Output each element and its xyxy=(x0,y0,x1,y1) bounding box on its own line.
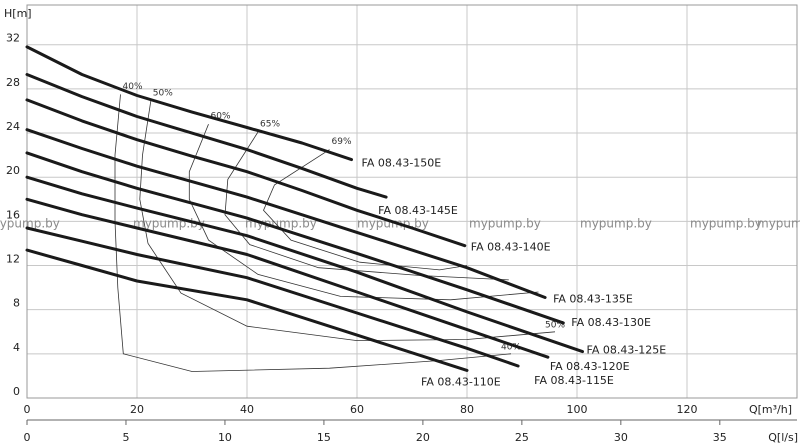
efficiency-label: 40% xyxy=(123,82,143,92)
watermark: mypump.by xyxy=(580,217,652,231)
x2-tick-label: 35 xyxy=(713,431,727,444)
x2-axis-label: Q[l/s] xyxy=(768,431,798,444)
x-tick-label: 60 xyxy=(350,403,364,416)
efficiency-curve xyxy=(139,100,556,342)
pump-curve xyxy=(25,128,547,299)
efficiency-label: 50% xyxy=(545,320,565,330)
curve-label: FA 08.43-130E xyxy=(571,316,651,329)
x-tick-label: 40 xyxy=(240,403,254,416)
pump-curve xyxy=(25,248,469,372)
x-axis-label: Q[m³/h] xyxy=(749,403,792,416)
efficiency-label: 60% xyxy=(211,112,231,122)
plot-frame xyxy=(26,4,798,399)
curve-label: FA 08.43-120E xyxy=(550,360,630,373)
y-tick-label: 4 xyxy=(13,341,20,354)
curve-label: FA 08.43-150E xyxy=(362,157,442,170)
pump-curve xyxy=(25,73,388,199)
y-tick-label: 8 xyxy=(13,297,20,310)
pump-curve xyxy=(25,197,550,359)
watermark: mypump.by xyxy=(469,217,541,231)
watermark: mypump.by xyxy=(245,217,317,231)
x2-tick-label: 25 xyxy=(515,431,529,444)
x2-tick-label: 0 xyxy=(24,431,31,444)
y-axis-label: H[m] xyxy=(4,7,32,20)
curve-label: FA 08.43-110E xyxy=(421,375,501,388)
x2-tick-label: 20 xyxy=(416,431,430,444)
efficiency-curve xyxy=(114,94,512,372)
pump-curve xyxy=(25,45,353,162)
y-tick-label: 24 xyxy=(6,120,20,133)
x2-tick-label: 5 xyxy=(122,431,129,444)
x-tick-label: 100 xyxy=(567,403,588,416)
y-tick-label: 0 xyxy=(13,385,20,398)
efficiency-curve xyxy=(263,149,468,271)
efficiency-label: 40% xyxy=(501,342,521,352)
watermark: mypump.by xyxy=(690,217,762,231)
x2-tick-label: 30 xyxy=(614,431,628,444)
curve-label: FA 08.43-145E xyxy=(378,204,458,217)
y-tick-label: 28 xyxy=(6,76,20,89)
y-tick-label: 16 xyxy=(6,208,20,221)
curve-label: FA 08.43-140E xyxy=(471,241,551,254)
pump-curve xyxy=(25,98,467,248)
x-tick-label: 80 xyxy=(460,403,474,416)
efficiency-label: 69% xyxy=(332,137,352,147)
y-tick-label: 32 xyxy=(6,32,20,45)
curve-label: FA 08.43-135E xyxy=(553,293,633,306)
efficiency-label: 50% xyxy=(153,89,173,99)
efficiency-label: 65% xyxy=(260,119,280,129)
pump-curve xyxy=(25,175,584,354)
watermark: mypump.by xyxy=(757,217,800,231)
watermark: mypump.by xyxy=(0,217,60,231)
x-tick-label: 20 xyxy=(130,403,144,416)
curve-label: FA 08.43-115E xyxy=(534,374,614,387)
pump-curve xyxy=(25,226,520,368)
curve-label: FA 08.43-125E xyxy=(587,344,667,357)
x2-tick-label: 10 xyxy=(218,431,232,444)
pump-curve xyxy=(25,151,565,325)
x2-tick-label: 15 xyxy=(317,431,331,444)
y-tick-label: 12 xyxy=(6,253,20,266)
x-tick-label: 0 xyxy=(24,403,31,416)
y-tick-label: 20 xyxy=(6,164,20,177)
x-tick-label: 120 xyxy=(677,403,698,416)
watermark: mypump.by xyxy=(357,217,429,231)
